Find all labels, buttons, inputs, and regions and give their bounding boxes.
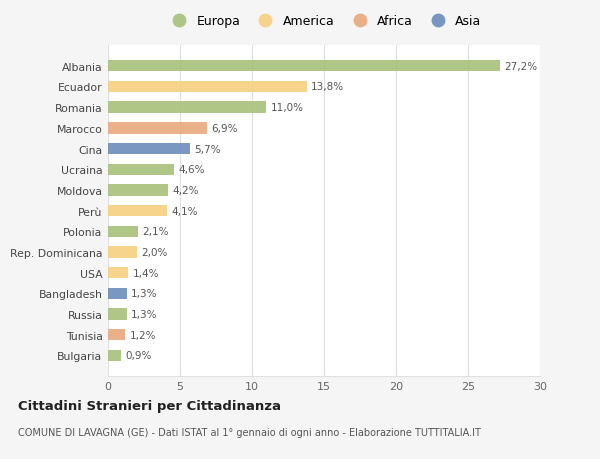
Text: Cittadini Stranieri per Cittadinanza: Cittadini Stranieri per Cittadinanza <box>18 399 281 412</box>
Bar <box>108 61 500 72</box>
Bar <box>108 144 190 155</box>
Bar <box>108 330 125 341</box>
Text: 4,1%: 4,1% <box>172 206 198 216</box>
Bar <box>108 206 167 217</box>
Text: 0,9%: 0,9% <box>125 351 152 361</box>
Bar <box>108 350 121 361</box>
Text: 1,3%: 1,3% <box>131 289 158 299</box>
Bar <box>108 226 138 237</box>
Bar <box>108 123 208 134</box>
Bar <box>108 102 266 113</box>
Text: 27,2%: 27,2% <box>504 62 537 72</box>
Text: 4,6%: 4,6% <box>179 165 205 175</box>
Text: 2,1%: 2,1% <box>143 227 169 237</box>
Bar <box>108 164 174 175</box>
Text: 13,8%: 13,8% <box>311 82 344 92</box>
Legend: Europa, America, Africa, Asia: Europa, America, Africa, Asia <box>161 10 487 33</box>
Text: 2,0%: 2,0% <box>141 247 167 257</box>
Text: 1,4%: 1,4% <box>133 268 159 278</box>
Text: COMUNE DI LAVAGNA (GE) - Dati ISTAT al 1° gennaio di ogni anno - Elaborazione TU: COMUNE DI LAVAGNA (GE) - Dati ISTAT al 1… <box>18 427 481 437</box>
Text: 11,0%: 11,0% <box>271 103 304 113</box>
Text: 1,2%: 1,2% <box>130 330 156 340</box>
Bar <box>108 268 128 279</box>
Bar <box>108 309 127 320</box>
Text: 1,3%: 1,3% <box>131 309 158 319</box>
Bar <box>108 247 137 258</box>
Text: 6,9%: 6,9% <box>212 123 238 134</box>
Text: 4,2%: 4,2% <box>173 185 199 196</box>
Bar <box>108 185 169 196</box>
Text: 5,7%: 5,7% <box>194 144 221 154</box>
Bar <box>108 288 127 299</box>
Bar <box>108 82 307 93</box>
